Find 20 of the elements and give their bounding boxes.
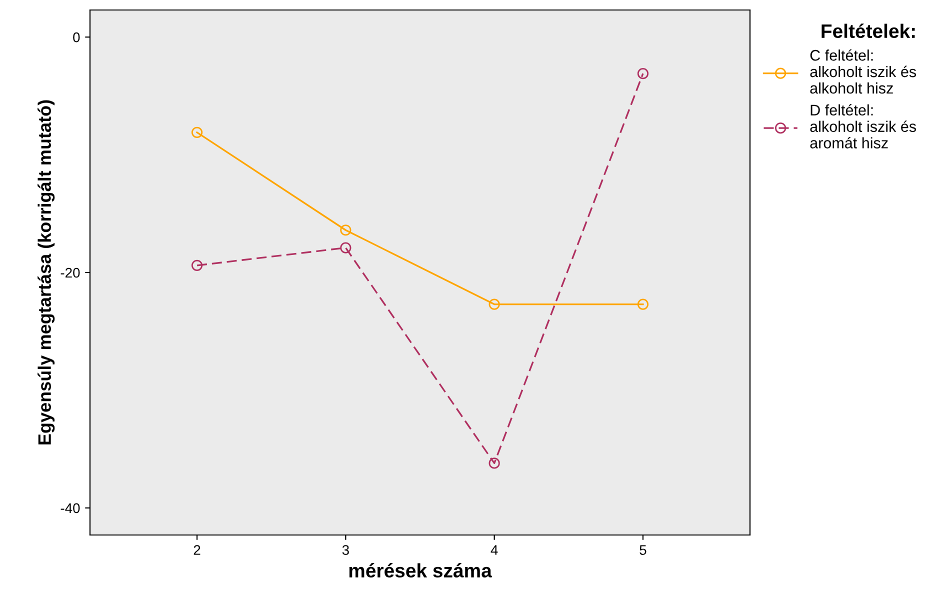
point bbox=[191, 126, 203, 138]
y-tick-label: -20 bbox=[60, 268, 80, 278]
legend-label: C feltétel: alkoholt iszik és alkoholt hisz bbox=[810, 49, 916, 94]
y-axis-title: Egyensúly megtartása (korrigált mutató) bbox=[38, 100, 55, 444]
point bbox=[488, 458, 500, 469]
x-tick-label: 3 bbox=[342, 545, 349, 555]
x-tick-label: 2 bbox=[194, 545, 200, 555]
x-tick-label: 5 bbox=[640, 545, 646, 555]
y-tick-label: 0 bbox=[73, 32, 80, 42]
legend-label: D feltétel: alkoholt iszik és aromát hisz bbox=[810, 104, 916, 148]
point bbox=[637, 298, 649, 310]
point bbox=[340, 242, 352, 254]
y-tick-label: -40 bbox=[60, 503, 80, 514]
x-axis-title: mérések száma bbox=[349, 563, 492, 578]
legend-title: Feltételek: bbox=[822, 24, 915, 38]
point bbox=[340, 224, 352, 236]
x-tick-label: 4 bbox=[490, 545, 498, 555]
point bbox=[191, 260, 203, 271]
point bbox=[488, 298, 500, 310]
point bbox=[637, 68, 649, 80]
